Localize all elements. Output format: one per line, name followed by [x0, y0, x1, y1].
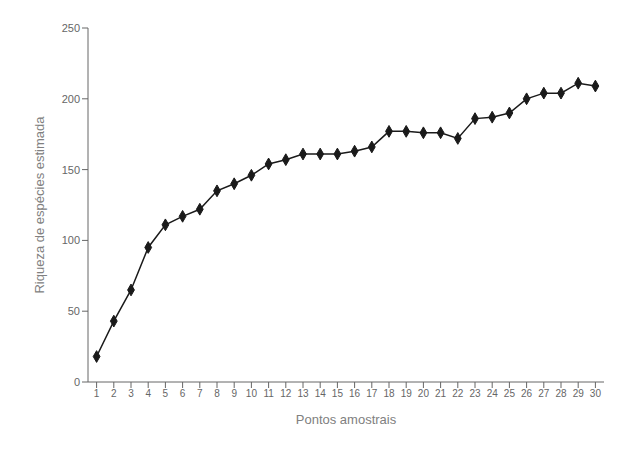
- svg-text:27: 27: [538, 388, 550, 399]
- svg-text:50: 50: [68, 305, 80, 317]
- svg-text:18: 18: [383, 388, 395, 399]
- svg-text:22: 22: [452, 388, 464, 399]
- svg-text:0: 0: [74, 376, 80, 388]
- svg-text:14: 14: [315, 388, 327, 399]
- svg-text:100: 100: [62, 234, 80, 246]
- svg-text:13: 13: [297, 388, 309, 399]
- svg-text:30: 30: [590, 388, 602, 399]
- svg-text:20: 20: [418, 388, 430, 399]
- svg-text:29: 29: [573, 388, 585, 399]
- svg-text:10: 10: [246, 388, 258, 399]
- svg-text:12: 12: [280, 388, 292, 399]
- svg-text:4: 4: [145, 388, 151, 399]
- svg-text:3: 3: [128, 388, 134, 399]
- svg-text:250: 250: [62, 22, 80, 34]
- svg-text:8: 8: [214, 388, 220, 399]
- svg-text:11: 11: [263, 388, 274, 399]
- svg-text:Pontos amostrais: Pontos amostrais: [296, 412, 397, 427]
- svg-text:200: 200: [62, 93, 80, 105]
- svg-text:26: 26: [521, 388, 533, 399]
- svg-text:6: 6: [180, 388, 186, 399]
- svg-text:23: 23: [469, 388, 481, 399]
- svg-text:25: 25: [504, 388, 516, 399]
- svg-text:19: 19: [401, 388, 413, 399]
- svg-text:24: 24: [487, 388, 499, 399]
- svg-text:5: 5: [163, 388, 169, 399]
- svg-text:2: 2: [111, 388, 117, 399]
- svg-text:16: 16: [349, 388, 361, 399]
- svg-text:7: 7: [197, 388, 203, 399]
- svg-text:21: 21: [435, 388, 447, 399]
- svg-text:1: 1: [94, 388, 100, 399]
- svg-text:15: 15: [332, 388, 344, 399]
- svg-text:28: 28: [555, 388, 567, 399]
- svg-text:17: 17: [366, 388, 378, 399]
- svg-text:9: 9: [231, 388, 237, 399]
- svg-text:Riqueza de espécies estimada: Riqueza de espécies estimada: [32, 116, 47, 294]
- svg-text:150: 150: [62, 164, 80, 176]
